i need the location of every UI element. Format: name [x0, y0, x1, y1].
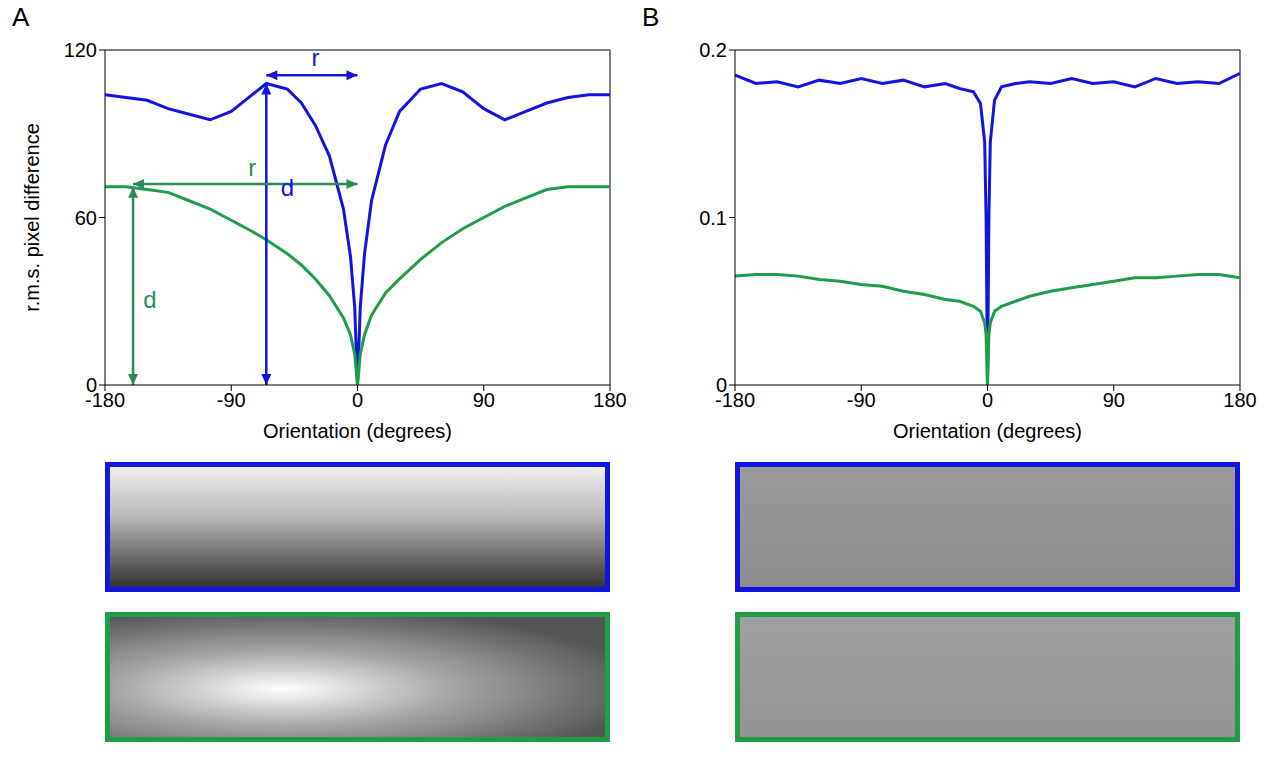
svg-text:0.1: 0.1 [699, 207, 727, 229]
html-text:A: A [12, 2, 30, 32]
svg-text:d: d [143, 286, 156, 313]
svg-text:180: 180 [1223, 389, 1256, 411]
svg-text:0: 0 [716, 374, 727, 396]
svg-text:Orientation (degrees): Orientation (degrees) [263, 420, 452, 442]
svg-text:0.2: 0.2 [699, 39, 727, 61]
svg-text:0: 0 [982, 389, 993, 411]
svg-text:-90: -90 [847, 389, 876, 411]
svg-text:180: 180 [593, 389, 626, 411]
svg-text:-180: -180 [715, 389, 755, 412]
svg-text:90: 90 [1103, 389, 1125, 411]
svg-text:90: 90 [473, 389, 495, 411]
svg-text:60: 60 [75, 207, 97, 229]
svg-text:r: r [248, 154, 256, 181]
svg-text:d: d [281, 174, 294, 201]
svg-text:120: 120 [64, 39, 97, 61]
svg-text:0: 0 [352, 389, 363, 411]
svg-text:-180: -180 [85, 389, 125, 412]
svg-text:r: r [311, 44, 319, 71]
svg-text:-90: -90 [217, 389, 246, 411]
svg-text:0: 0 [86, 374, 97, 396]
svg-text:Orientation (degrees): Orientation (degrees) [893, 420, 1082, 442]
svg-text:r.m.s. pixel difference: r.m.s. pixel difference [21, 123, 43, 312]
html-text:B: B [642, 2, 660, 32]
